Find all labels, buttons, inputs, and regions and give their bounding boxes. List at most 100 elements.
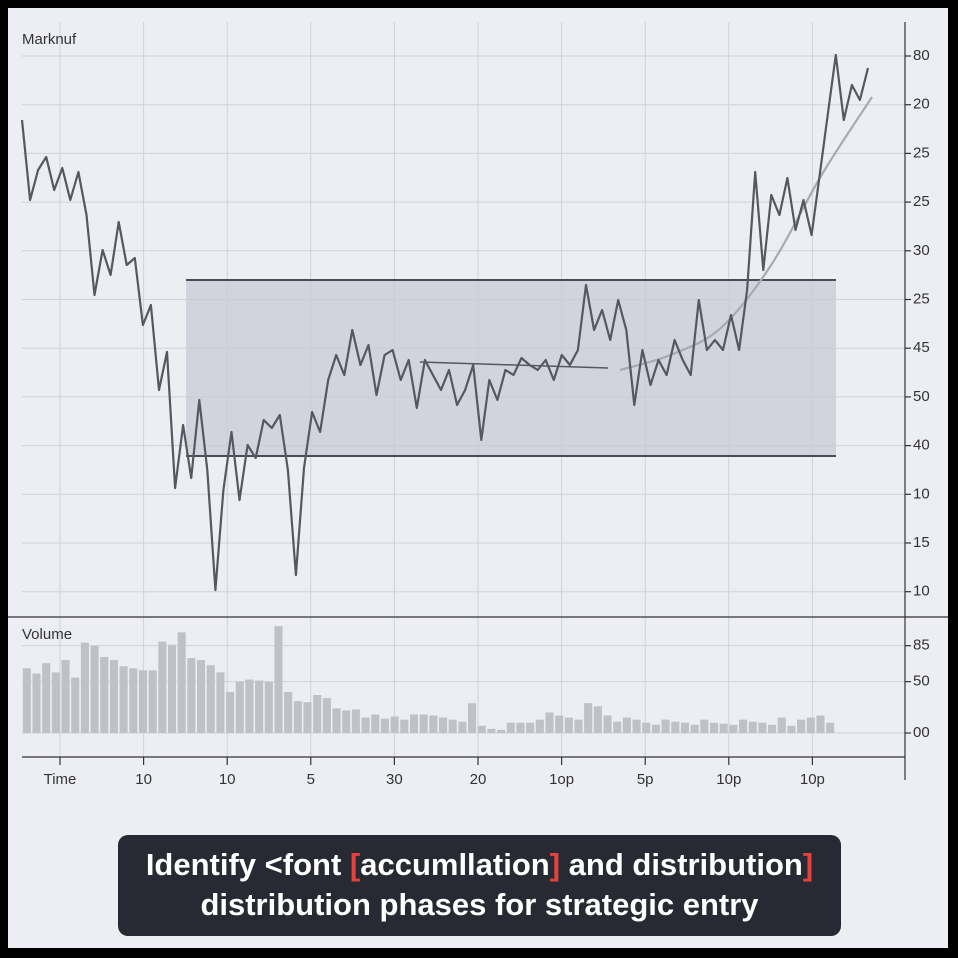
x-tick-label: 10 [135, 771, 152, 788]
volume-bar [564, 717, 573, 733]
x-tick-label: 5p [637, 771, 654, 788]
volume-bar [32, 673, 41, 733]
volume-bar [129, 668, 138, 733]
y-tick-label: 20 [913, 96, 930, 113]
volume-bar [293, 701, 302, 733]
volume-bar [429, 715, 438, 733]
volume-bar [90, 645, 99, 733]
volume-bar [593, 706, 602, 733]
volume-bar [487, 728, 496, 733]
x-tick-label: 30 [386, 771, 403, 788]
volume-bar [671, 721, 680, 733]
volume-bar [603, 715, 612, 733]
volume-bar [777, 717, 786, 733]
volume-bar [651, 724, 660, 733]
x-tick-label: 5 [307, 771, 315, 788]
caption-text: [ [349, 847, 361, 882]
volume-bar [680, 722, 690, 733]
x-tick-label: 10p [716, 771, 741, 788]
y-tick-label: 50 [913, 388, 930, 405]
volume-bar [419, 714, 428, 733]
volume-bar [661, 719, 670, 733]
volume-bar [584, 703, 593, 733]
chart: Time 10 10 5 30 20 1op 5p 10p 10p 80 20 25 25 30 25 45 50… [8, 22, 948, 788]
volume-bar [622, 717, 631, 733]
volume-bar [235, 681, 244, 733]
panel-title: Marknuf [22, 31, 77, 48]
x-tick-label: 20 [470, 771, 487, 788]
volume-bar [100, 656, 109, 733]
volume-bar [458, 721, 467, 733]
volume-bar [216, 672, 225, 733]
volume-bar [555, 715, 564, 733]
y-tick-label: 10 [913, 583, 930, 600]
y-tick-label: 25 [913, 290, 930, 307]
y-tick-label: 00 [913, 724, 930, 741]
volume-bar [400, 719, 409, 733]
volume-bar [739, 719, 748, 733]
volume-bar [709, 722, 719, 733]
volume-bar [468, 703, 477, 733]
y-tick-label: 10 [913, 485, 930, 502]
trend-line [419, 361, 609, 369]
volume-bar [806, 717, 815, 733]
volume-bar [158, 641, 167, 733]
volume-bar [206, 665, 215, 733]
volume-bar [506, 722, 515, 733]
volume-bar [187, 658, 196, 733]
volume-bar [729, 724, 738, 733]
volume-bar [255, 680, 264, 733]
volume-bar [167, 644, 177, 733]
y-tick-label: 30 [913, 242, 930, 259]
volume-bar [177, 632, 186, 733]
volume-bar [313, 694, 322, 733]
volume-bar [642, 722, 651, 733]
caption-line: Identify <font [accumllation] and distri… [118, 845, 841, 885]
panel-title: Volume [22, 626, 72, 643]
volume-bar [390, 716, 399, 733]
y-tick-label: 50 [913, 673, 930, 690]
caption-text: Identify <font [145, 847, 350, 882]
volume-bar [22, 668, 31, 733]
volume-bar [119, 666, 128, 733]
x-tick-label: 10 [219, 771, 236, 788]
volume-bar [700, 719, 709, 733]
volume-bar [342, 710, 351, 733]
range-box [186, 280, 836, 456]
caption-text: and distribution [560, 847, 803, 882]
volume-bar [284, 691, 293, 733]
volume-bar [448, 719, 457, 733]
caption-text: accumllation [360, 847, 550, 882]
volume-bar [758, 722, 767, 733]
volume-bar [264, 681, 273, 733]
x-tick-label: Time [44, 771, 77, 788]
volume-bar [826, 722, 835, 733]
volume-bar [138, 670, 148, 733]
volume-bar [409, 714, 419, 733]
x-tick-label: 10p [800, 771, 825, 788]
caption-text: ] [549, 847, 561, 882]
screen: Time 10 10 5 30 20 1op 5p 10p 10p 80 20 25 25 30 25 45 50… [8, 8, 948, 948]
volume-bar [816, 715, 825, 733]
volume-bar [361, 717, 370, 733]
volume-bar [322, 698, 331, 733]
volume-bar [351, 709, 360, 733]
y-tick-label: 15 [913, 534, 930, 551]
volume-bar [719, 723, 728, 733]
caption-text: ] [802, 847, 814, 882]
y-tick-label: 45 [913, 339, 930, 356]
volume-bar [516, 722, 525, 733]
volume-bar [574, 719, 583, 733]
volume-bar [632, 719, 641, 733]
y-tick-label: 80 [913, 47, 930, 64]
volume-bar [245, 679, 254, 733]
volume-bar [787, 725, 796, 733]
volume-bar [42, 663, 51, 733]
volume-bar [497, 729, 506, 733]
volume-bar [197, 660, 206, 733]
volume-bar [545, 712, 554, 733]
volume-bar [690, 724, 699, 733]
price-line [20, 53, 870, 592]
caption-line: distribution phases for strategic entry [200, 887, 759, 922]
